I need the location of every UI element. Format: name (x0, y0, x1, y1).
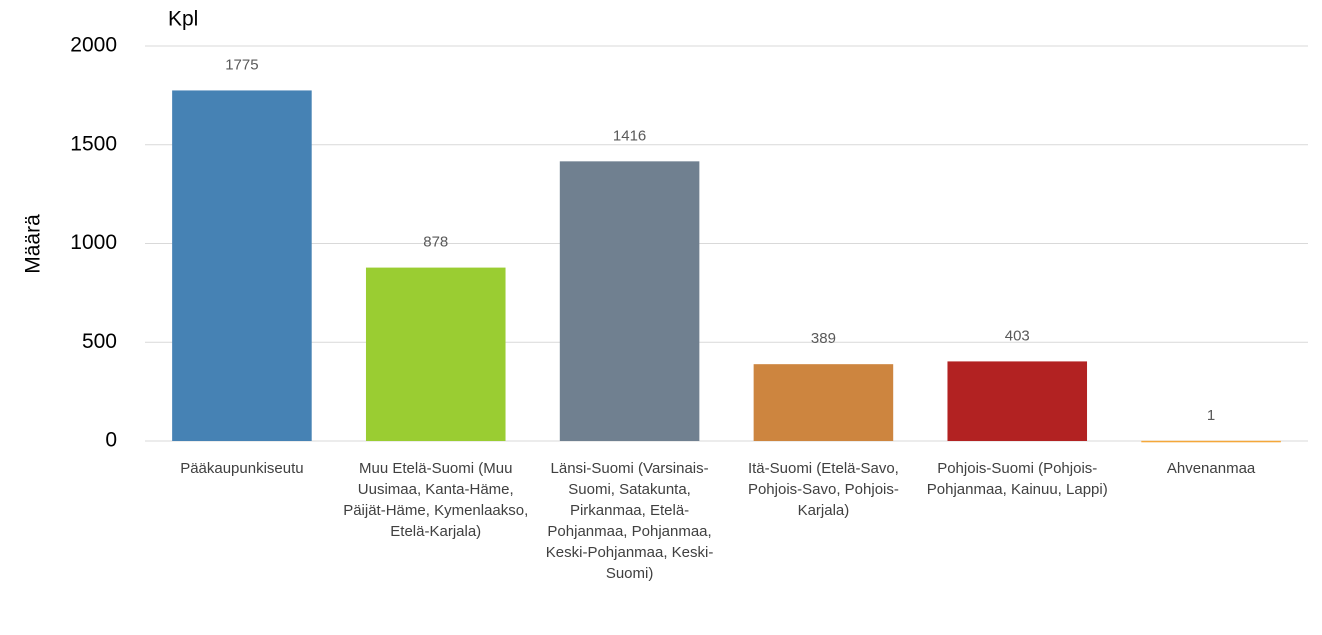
y-axis-label: Määrä (22, 214, 45, 274)
x-tick-label: Pääkaupunkiseutu (180, 460, 304, 477)
y-tick-label: 1000 (70, 231, 117, 254)
bar (947, 361, 1088, 441)
y-tick-label: 500 (82, 330, 117, 353)
data-label: 1 (1207, 407, 1215, 424)
bar (559, 161, 700, 441)
bar (172, 90, 312, 441)
data-label: 389 (811, 330, 836, 347)
x-tick-label: Pohjois-Suomi (Pohjois-Pohjanmaa, Kainuu… (926, 460, 1108, 498)
x-tick-label: Muu Etelä-Suomi (Muu Uusimaa, Kanta-Häme… (343, 460, 529, 540)
bar (365, 267, 506, 441)
data-label: 1416 (613, 127, 646, 144)
y-tick-label: 1500 (70, 132, 117, 155)
data-label: 403 (1005, 327, 1030, 344)
unit-label: Kpl (168, 8, 198, 31)
bar (753, 364, 894, 441)
bar (1141, 440, 1281, 443)
x-tick-label: Ahvenanmaa (1166, 460, 1256, 477)
y-tick-label: 0 (105, 429, 117, 452)
data-label: 878 (423, 234, 448, 251)
data-label: 1775 (225, 56, 258, 73)
y-tick-label: 2000 (70, 34, 117, 57)
x-tick-label: Länsi-Suomi (Varsinais-Suomi, Satakunta,… (545, 460, 714, 582)
x-tick-label: Itä-Suomi (Etelä-Savo, Pohjois-Savo, Poh… (747, 460, 899, 519)
